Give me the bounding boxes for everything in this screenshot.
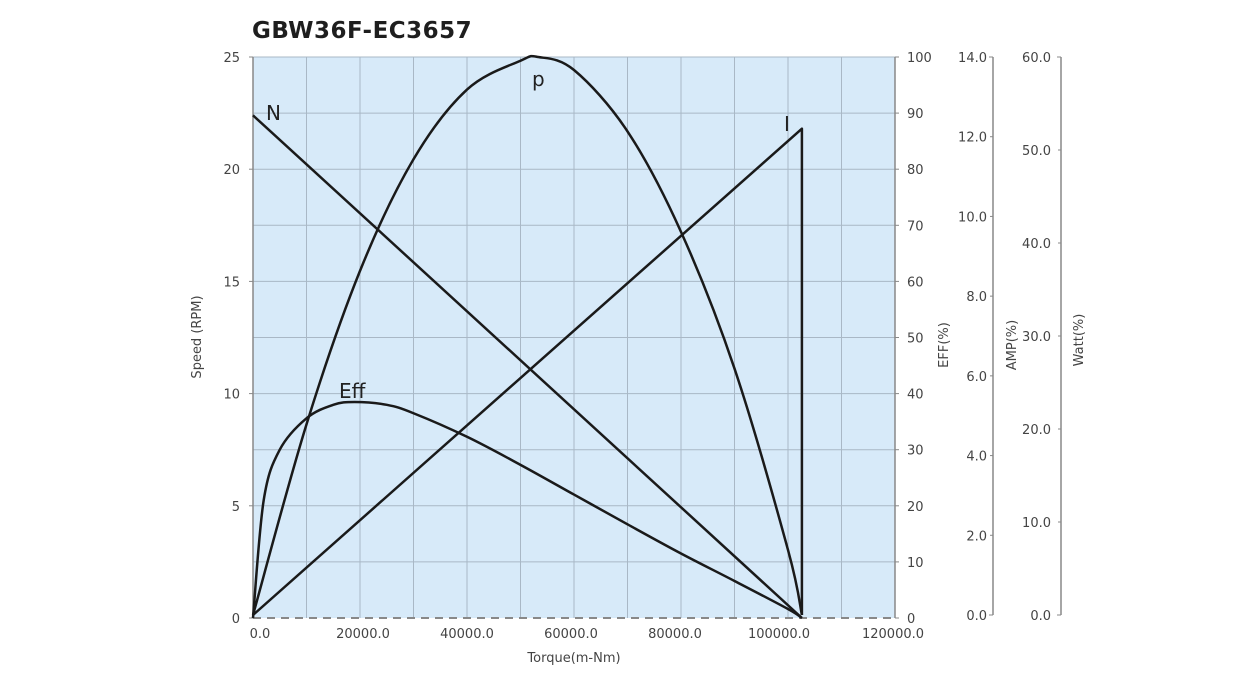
gridlines xyxy=(253,56,895,618)
curve-eff xyxy=(251,400,803,620)
curves xyxy=(251,54,804,620)
x-tick-label: 0.0 xyxy=(250,627,271,642)
curve-label-eff: Eff xyxy=(339,379,367,403)
speed-tick-label: 5 xyxy=(232,500,240,515)
x-tick-label: 40000.0 xyxy=(440,627,494,642)
x-tick-label: 100000.0 xyxy=(748,627,810,642)
amp-tick-label: 10.0 xyxy=(958,210,987,225)
amp-tick-label: 2.0 xyxy=(966,529,987,544)
speed-tick-label: 20 xyxy=(223,163,240,178)
watt-tick-label: 60.0 xyxy=(1022,51,1051,66)
x-axis-label: Torque(m-Nm) xyxy=(526,651,620,666)
curve-label-n: N xyxy=(266,101,281,125)
watt-tick-label: 0.0 xyxy=(1030,609,1051,624)
amp-tick-label: 14.0 xyxy=(958,51,987,66)
eff-tick-label: 60 xyxy=(907,275,924,290)
eff-tick-label: 90 xyxy=(907,107,924,122)
eff-tick-label: 70 xyxy=(907,219,924,234)
watt-tick-label: 10.0 xyxy=(1022,516,1051,531)
chart-title: GBW36F-EC3657 xyxy=(252,18,473,44)
eff-tick-label: 30 xyxy=(907,444,924,459)
watt-tick-label: 40.0 xyxy=(1022,237,1051,252)
amp-tick-label: 4.0 xyxy=(966,450,987,465)
amp-tick-label: 8.0 xyxy=(966,290,987,305)
speed-tick-label: 15 xyxy=(223,275,240,290)
x-tick-label: 120000.0 xyxy=(862,627,924,642)
eff-tick-label: 0 xyxy=(907,612,915,627)
eff-tick-label: 80 xyxy=(907,163,924,178)
axes: 0.0 20000.0 40000.0 60000.0 80000.0 100000.0 1… xyxy=(190,51,1087,666)
curve-labels: Np I Eff xyxy=(266,67,790,403)
speed-tick-label: 0 xyxy=(232,612,240,627)
curve-label-p: p xyxy=(532,67,545,91)
speed-axis-label: Speed (RPM) xyxy=(190,295,205,378)
watt-axis-label: Watt(%) xyxy=(1072,314,1087,367)
watt-tick-label: 50.0 xyxy=(1022,144,1051,159)
amp-tick-label: 0.0 xyxy=(966,609,987,624)
x-tick-label: 80000.0 xyxy=(648,627,702,642)
eff-tick-label: 50 xyxy=(907,332,924,347)
eff-tick-label: 20 xyxy=(907,500,924,515)
eff-tick-label: 40 xyxy=(907,388,924,403)
watt-tick-label: 20.0 xyxy=(1022,423,1051,438)
speed-tick-label: 10 xyxy=(223,388,240,403)
curve-p xyxy=(251,54,804,616)
curve-n xyxy=(252,114,803,619)
speed-tick-label: 25 xyxy=(223,51,240,66)
x-tick-label: 20000.0 xyxy=(336,627,390,642)
curve-i xyxy=(252,127,804,616)
eff-tick-label: 100 xyxy=(907,51,932,66)
amp-axis-label: AMP(%) xyxy=(1005,320,1020,370)
curve-label-i: I xyxy=(784,112,790,136)
amp-tick-label: 6.0 xyxy=(966,370,987,385)
amp-tick-label: 12.0 xyxy=(958,131,987,146)
eff-axis-label: EFF(%) xyxy=(937,322,952,368)
x-tick-label: 60000.0 xyxy=(544,627,598,642)
watt-tick-label: 30.0 xyxy=(1022,330,1051,345)
eff-tick-label: 10 xyxy=(907,556,924,571)
